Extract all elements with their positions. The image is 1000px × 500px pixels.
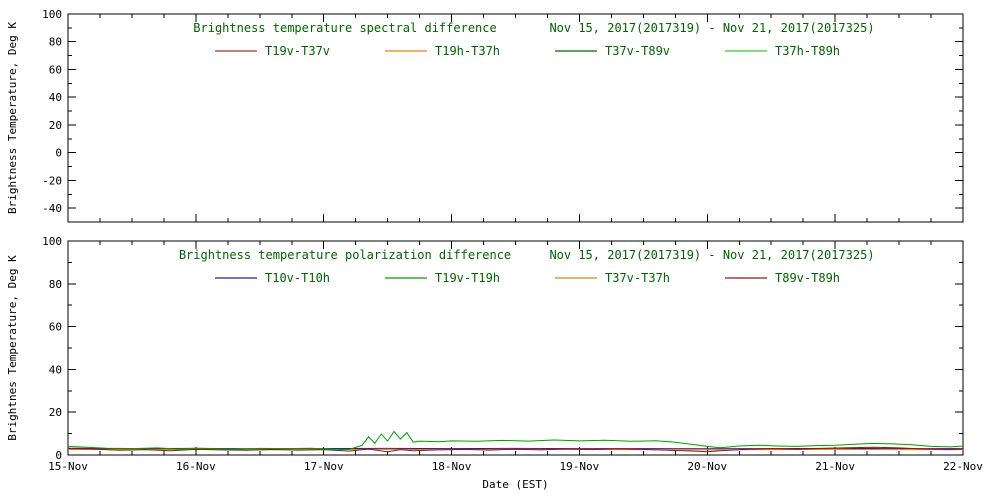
x-tick-label: 16-Nov [176,460,216,473]
x-tick-label: 18-Nov [432,460,472,473]
legend-label: T37v-T89v [605,44,670,58]
legend-label: T19v-T19h [435,271,500,285]
y-tick-label: 40 [49,91,62,104]
y-tick-label: -40 [42,202,62,215]
x-tick-label: 15-Nov [48,460,88,473]
x-tick-label: 20-Nov [687,460,727,473]
chart-title: Brightness temperature spectral differen… [193,21,496,35]
legend-label: T19v-T37v [265,44,330,58]
x-tick-label: 17-Nov [304,460,344,473]
y-axis-label: Brightnes Temperature, Deg K [6,255,19,441]
chart-panel-2: 0 20 40 60 80 100 15-Nov 16-Nov 17-Nov 18-Nov 19-N… [6,235,983,491]
y-tick-label: 0 [55,449,62,462]
y-tick-label: 20 [49,119,62,132]
legend-label: T10v-T10h [265,271,330,285]
y-tick-label: 60 [49,321,62,334]
chart-title: Brightness temperature polarization diff… [179,248,511,262]
chart-panel-1: -40 -20 0 20 40 60 80 100 Brightness Temperature… [6,8,964,223]
x-tick-label: 21-Nov [815,460,855,473]
y-tick-label: 0 [55,147,62,160]
y-tick-label: 100 [42,8,62,21]
series-line-T19v-T19h [67,430,964,451]
y-tick-label: 80 [49,36,62,49]
y-tick-label: 100 [42,235,62,248]
legend-label: T37v-T37h [605,271,670,285]
legend-label: T37h-T89h [775,44,840,58]
y-tick-label: -20 [42,174,62,187]
x-tick-label: 22-Nov [943,460,983,473]
x-tick-label: 19-Nov [560,460,600,473]
y-tick-label: 20 [49,406,62,419]
legend-label: T19h-T37h [435,44,500,58]
chart-date-range: Nov 15, 2017(2017319) - Nov 21, 2017(201… [549,248,874,262]
chart-date-range: Nov 15, 2017(2017319) - Nov 21, 2017(201… [549,21,874,35]
y-tick-label: 80 [49,278,62,291]
y-tick-label: 40 [49,363,62,376]
x-axis-label: Date (EST) [482,478,548,491]
legend-label: T89v-T89h [775,271,840,285]
y-tick-label: 60 [49,63,62,76]
y-axis-label: Brightness Temperature, Deg K [6,22,19,214]
series-line-T89v-T89h [67,446,964,453]
